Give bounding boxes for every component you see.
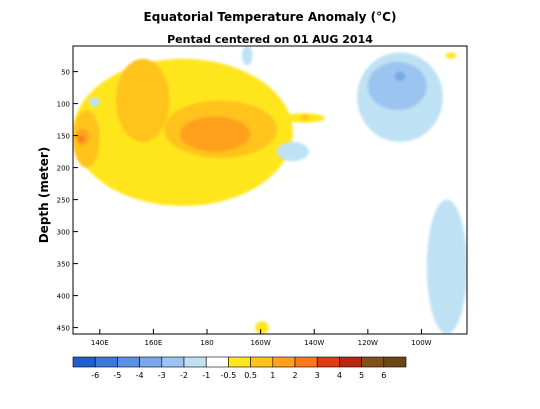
colorbar-swatch: [361, 356, 385, 368]
y-tick-label: 200: [57, 165, 70, 173]
colorbar-swatch: [228, 356, 251, 368]
colorbar-label: -3: [158, 371, 166, 380]
colorbar-label: -4: [136, 371, 144, 380]
y-tick-label: 450: [57, 325, 70, 333]
colorbar-swatch: [205, 356, 229, 368]
colorbar-swatch: [339, 356, 362, 368]
colorbar-label: -2: [180, 371, 188, 380]
colorbar-swatch: [183, 356, 207, 368]
colorbar-label: -6: [91, 371, 99, 380]
y-tick-label: 50: [61, 69, 70, 77]
colorbar-swatch: [72, 356, 96, 368]
colorbar-label: 5: [359, 371, 364, 380]
colorbar-label: -0.5: [221, 371, 237, 380]
x-tick-label: 160E: [145, 339, 163, 347]
x-tick-label: 120W: [358, 339, 378, 347]
colorbar-swatch: [316, 356, 340, 368]
anomaly-region: [255, 321, 269, 334]
colorbar-swatch: [272, 356, 296, 368]
anomaly-region: [180, 116, 250, 152]
colorbar-label: 0.5: [244, 371, 257, 380]
x-tick-label: 100W: [411, 339, 431, 347]
anomaly-region: [445, 52, 457, 59]
colorbar-swatch: [161, 356, 185, 368]
anomaly-region: [426, 199, 467, 334]
colorbar-swatch: [383, 356, 407, 368]
y-tick-label: 350: [57, 261, 70, 269]
anomaly-region: [115, 58, 170, 142]
chart-subtitle: Pentad centered on 01 AUG 2014: [167, 33, 373, 46]
x-axis-ticks: 140E 160E 180 160W 140W 120W 100W: [91, 329, 432, 347]
colorbar-label: 6: [381, 371, 386, 380]
anomaly-region: [394, 71, 406, 82]
anomaly-region: [241, 46, 253, 66]
colorbar-swatch: [294, 356, 318, 368]
anomaly-region: [276, 142, 309, 162]
plot-frame: [72, 45, 468, 335]
anomaly-region: [89, 97, 100, 107]
x-tick-label: 140E: [91, 339, 109, 347]
anomaly-region: [300, 115, 309, 121]
y-axis-label: Depth (meter): [37, 147, 51, 244]
colorbar-label: -5: [113, 371, 121, 380]
colorbar-label: 3: [315, 371, 320, 380]
colorbar-label: 4: [337, 371, 342, 380]
x-tick-label: 140W: [304, 339, 324, 347]
colorbar-swatch: [250, 356, 274, 368]
colorbar-swatch: [117, 356, 140, 368]
colorbar-swatch: [94, 356, 118, 368]
colorbar: -6 -5 -4 -3 -2 -1 -0.5 0.5 1 2 3 4 5 6: [72, 356, 407, 380]
anomaly-regions: [73, 46, 467, 334]
y-tick-label: 250: [57, 197, 70, 205]
y-tick-label: 100: [57, 101, 70, 109]
y-tick-label: 400: [57, 293, 70, 301]
y-tick-label: 150: [57, 133, 70, 141]
x-tick-label: 160W: [250, 339, 270, 347]
colorbar-label: -1: [202, 371, 210, 380]
anomaly-region: [78, 135, 84, 142]
y-tick-label: 300: [57, 229, 70, 237]
colorbar-label: 2: [292, 371, 297, 380]
colorbar-label: 1: [270, 371, 275, 380]
x-tick-label: 180: [200, 339, 213, 347]
chart-title: Equatorial Temperature Anomaly (°C): [144, 10, 397, 24]
colorbar-swatch: [139, 356, 163, 368]
y-axis-ticks: 50 100 150 200 250 300 350 400 450: [57, 69, 78, 333]
